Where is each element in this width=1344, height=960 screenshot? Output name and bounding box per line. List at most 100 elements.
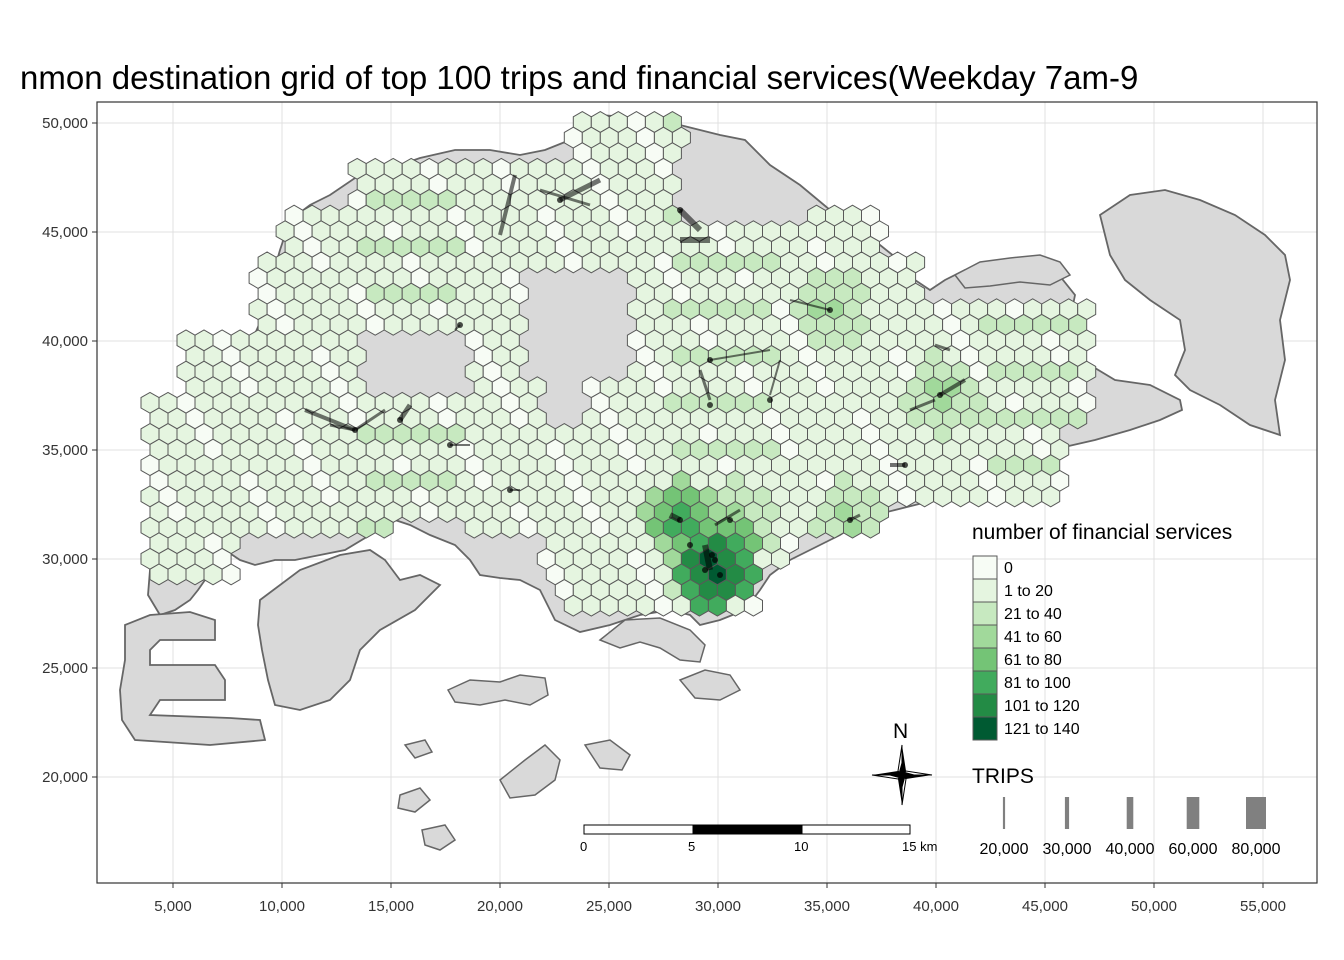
hex-cell — [951, 485, 971, 508]
hex-cell — [671, 594, 691, 617]
hex-cell — [581, 251, 601, 274]
hex-cell — [464, 516, 484, 539]
x-tick-label: 10,000 — [259, 898, 305, 915]
trips-legend: TRIPS 20,000 30,000 40,000 60,000 80,000 — [972, 765, 1281, 858]
scale-segment-3 — [801, 824, 911, 835]
trip-destination-point — [709, 552, 715, 558]
legend-fill-label: 41 to 60 — [1004, 629, 1062, 646]
legend-trips-line — [1246, 797, 1266, 829]
trip-destination-point — [827, 307, 833, 313]
trip-flow-line — [934, 343, 951, 352]
trip-destination-point — [457, 322, 463, 328]
legend-fill-swatch — [972, 555, 998, 580]
hex-cell — [771, 547, 790, 570]
x-tick-label: 35,000 — [804, 898, 850, 915]
north-arrow: N — [871, 720, 933, 806]
trip-flow-line — [938, 378, 967, 397]
hex-cell — [725, 594, 745, 617]
hex-cell — [167, 563, 187, 586]
southern-island-1 — [446, 674, 549, 706]
legend-fill-swatch — [972, 624, 998, 649]
y-tick-label: 45,000 — [42, 224, 88, 241]
hex-cell — [1068, 407, 1088, 430]
trip-destination-point — [707, 357, 713, 363]
hex-cell — [221, 563, 241, 586]
hex-cell — [419, 501, 439, 523]
hex-cell — [266, 516, 286, 539]
trip-destination-point — [447, 442, 453, 448]
x-tick-label: 5,000 — [154, 898, 192, 915]
southern-island-2 — [678, 669, 742, 701]
sentosa — [598, 617, 706, 663]
legend-fill-swatch — [972, 647, 998, 672]
trip-flow-line — [769, 359, 781, 396]
hex-cell — [356, 516, 376, 539]
legend-fill-label: 1 to 20 — [1004, 583, 1053, 600]
legend-trips-line — [1002, 797, 1006, 829]
hex-cell — [689, 594, 709, 617]
hex-cell — [284, 516, 304, 539]
trip-destination-point — [937, 392, 943, 398]
x-tick-label: 50,000 — [1131, 898, 1177, 915]
scale-label-0: 0 — [580, 839, 587, 854]
scale-label-10: 10 — [794, 839, 808, 854]
scale-segment-1 — [583, 824, 694, 835]
trip-destination-point — [717, 572, 723, 578]
hex-cell — [825, 516, 844, 539]
hex-cell — [185, 563, 205, 586]
trip-destination-point — [847, 517, 853, 523]
legend-trips-label: 60,000 — [1169, 841, 1218, 858]
trip-destination-point — [687, 542, 693, 548]
y-tick-label: 35,000 — [42, 442, 88, 459]
hex-cell — [563, 251, 583, 274]
trip-flow-line — [702, 544, 713, 571]
trip-destination-point — [767, 397, 773, 403]
hex-cell — [969, 485, 989, 508]
hex-cell — [599, 251, 619, 274]
hex-cell — [401, 313, 421, 336]
scale-segment-2 — [692, 824, 803, 835]
y-tick-label: 50,000 — [42, 115, 88, 132]
pulau-tekong — [1098, 189, 1291, 437]
trip-destination-point — [352, 427, 358, 433]
trip-flow-line — [539, 188, 591, 207]
trip-flow-lines — [304, 174, 967, 578]
southern-island-6 — [421, 824, 457, 851]
x-tick-label: 15,000 — [368, 898, 414, 915]
x-tick-label: 30,000 — [695, 898, 741, 915]
hex-cell — [1041, 485, 1061, 508]
trip-flow-line — [329, 423, 356, 432]
hex-cell — [374, 516, 394, 539]
hex-cell — [437, 501, 457, 523]
hex-cell — [653, 594, 673, 617]
legend-trips-line — [1186, 797, 1200, 829]
trip-destination-point — [557, 197, 563, 203]
y-tick-label: 20,000 — [42, 769, 88, 786]
compass-rose-icon — [871, 744, 933, 806]
y-tick-label: 25,000 — [42, 660, 88, 677]
legend-fill-swatch — [972, 601, 998, 626]
legend-fill-swatch — [972, 670, 998, 695]
trip-destination-point — [677, 517, 683, 523]
hex-cell — [518, 516, 538, 539]
legend-trips-label: 80,000 — [1232, 841, 1281, 858]
trip-flow-line — [498, 174, 517, 236]
hex-cell — [635, 594, 655, 617]
hex-cell — [617, 594, 637, 617]
trip-destination-point — [712, 557, 718, 563]
trip-flow-line — [354, 408, 386, 432]
jurong-island — [119, 611, 267, 746]
trip-flow-line — [714, 508, 741, 527]
hex-cell — [581, 594, 601, 617]
y-tick-label: 30,000 — [42, 551, 88, 568]
x-tick-label: 25,000 — [586, 898, 632, 915]
legend-trips-label: 40,000 — [1106, 841, 1155, 858]
hex-cell — [338, 516, 358, 539]
legend-fill-label: 81 to 100 — [1004, 675, 1071, 692]
hex-cell — [707, 594, 727, 617]
hex-cell — [527, 251, 547, 274]
hex-cell — [861, 516, 880, 539]
scale-label-15: 15 km — [902, 839, 937, 854]
southern-island-4 — [583, 739, 631, 771]
